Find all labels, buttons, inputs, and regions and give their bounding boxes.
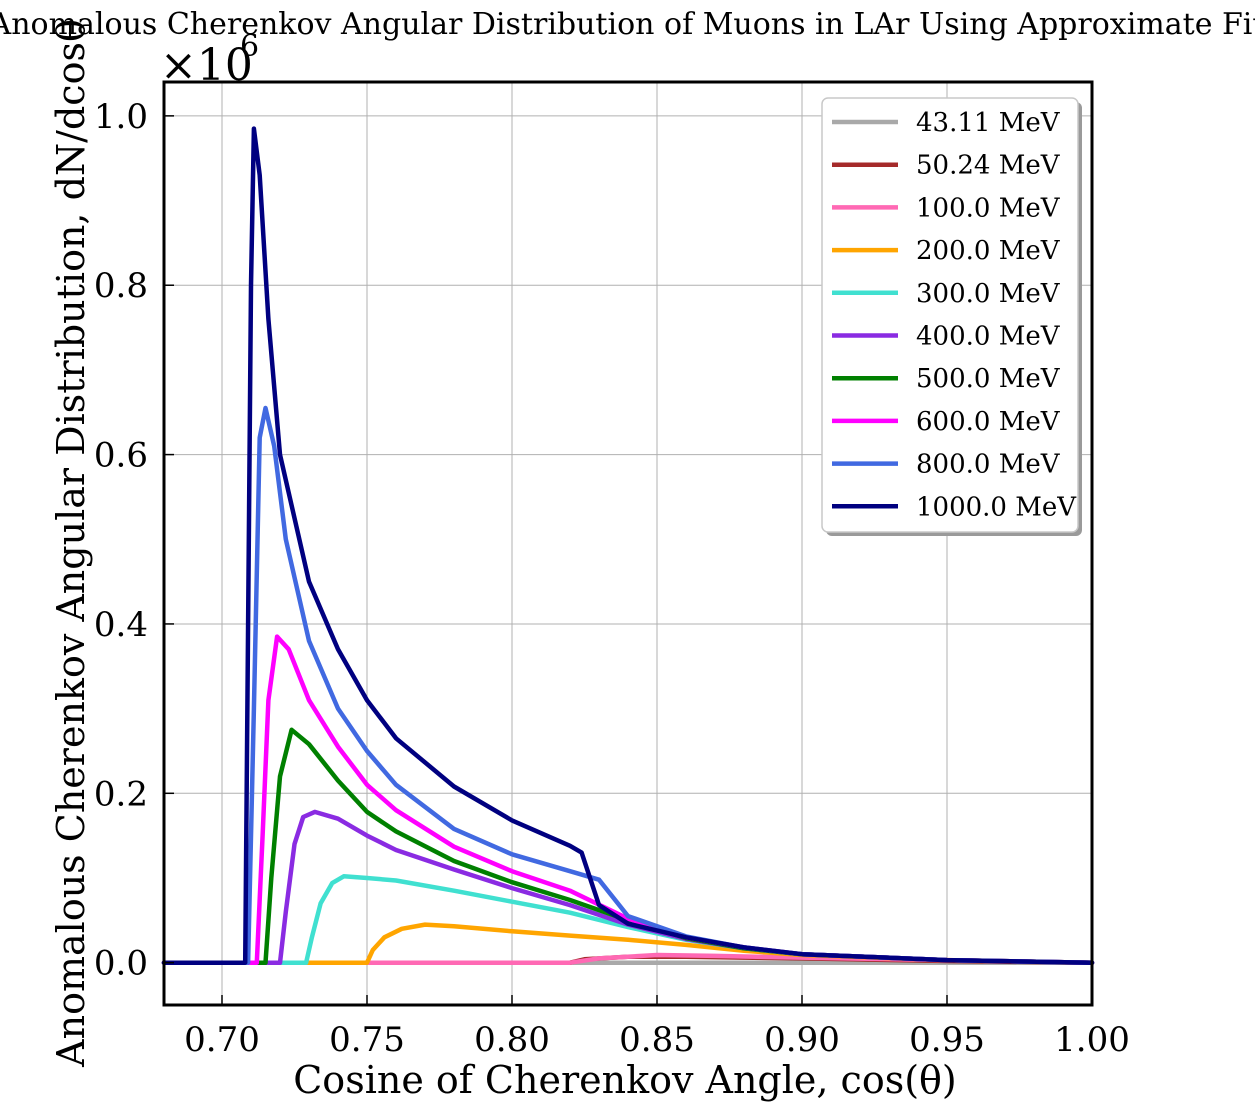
chart-title: Anomalous Cherenkov Angular Distribution… — [0, 7, 1255, 42]
legend-label-8: 800.0 MeV — [916, 450, 1061, 480]
plot-frame — [162, 80, 1094, 1007]
legend: 43.11 MeV 50.24 MeV 100.0 MeV 200.0 MeV 300.… — [821, 97, 1082, 536]
series-line-9 — [161, 126, 1095, 965]
legend-label-1: 50.24 MeV — [916, 151, 1061, 181]
legend-label-6: 500.0 MeV — [916, 364, 1061, 394]
x-tick-label: 0.80 — [474, 1020, 550, 1060]
x-tick-label: 0.70 — [184, 1020, 260, 1060]
x-tick-label: 0.90 — [764, 1020, 840, 1060]
x-tick-label: 1.00 — [1054, 1020, 1130, 1060]
x-tick-label: 0.95 — [909, 1020, 985, 1060]
legend-label-3: 200.0 MeV — [916, 236, 1061, 266]
legend-label-0: 43.11 MeV — [916, 108, 1061, 138]
legend-label-4: 300.0 MeV — [916, 279, 1061, 309]
y-tick-label: 1.0 — [94, 97, 148, 137]
legend-label-9: 1000.0 MeV — [916, 492, 1077, 522]
y-multiplier-exponent: 6 — [240, 29, 259, 64]
x-tick-label: 0.85 — [619, 1020, 695, 1060]
y-axis-ticks: 0.0 0.2 0.4 0.6 0.8 1.0 — [94, 97, 174, 984]
y-tick-label: 0.0 — [94, 944, 148, 984]
legend-label-7: 600.0 MeV — [916, 407, 1061, 437]
y-tick-label: 0.6 — [94, 436, 148, 476]
y-tick-label: 0.4 — [94, 605, 148, 645]
legend-label-2: 100.0 MeV — [916, 193, 1061, 223]
x-axis-label: Cosine of Cherenkov Angle, cos(θ) — [293, 1058, 957, 1102]
x-tick-label: 0.75 — [329, 1020, 405, 1060]
plot-area — [161, 126, 1095, 965]
y-tick-label: 0.8 — [94, 266, 148, 306]
y-tick-label: 0.2 — [94, 774, 148, 814]
y-axis-label: Anomalous Cherenkov Angular Distribution… — [49, 19, 93, 1068]
legend-label-5: 400.0 MeV — [916, 322, 1061, 352]
x-axis-ticks: 0.70 0.75 0.80 0.85 0.90 0.95 1.00 — [184, 995, 1130, 1060]
